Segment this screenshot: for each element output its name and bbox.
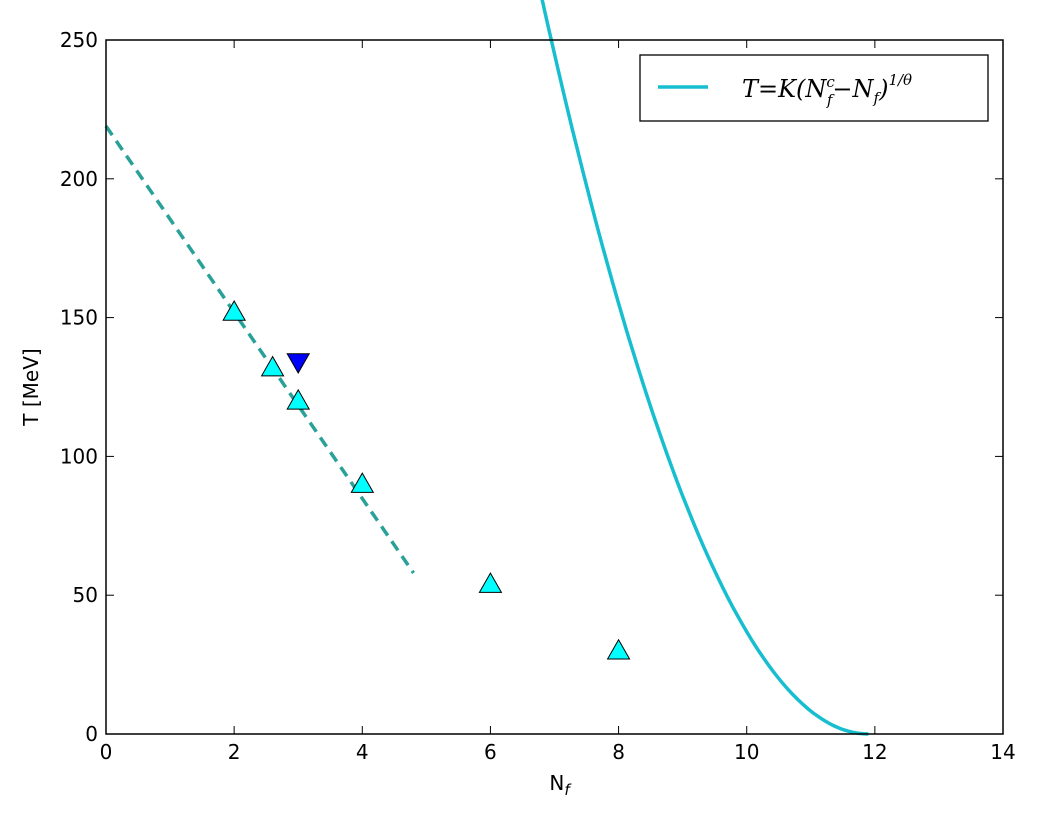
legend-label-mid: −N <box>832 75 874 103</box>
x-axis-label-sub: f <box>564 781 572 799</box>
data-point-triangle-up <box>286 388 311 410</box>
x-tick-label: 12 <box>862 740 887 764</box>
x-axis-label: Nf <box>549 771 572 799</box>
x-tick-label: 2 <box>228 740 241 764</box>
y-axis-label: T [MeV] <box>19 348 43 426</box>
legend-box <box>639 54 989 122</box>
x-axis-label-main: N <box>549 771 564 795</box>
y-tick-label: 100 <box>60 444 98 468</box>
y-tick-label: 0 <box>85 722 98 746</box>
legend-label-sup: c <box>826 73 835 91</box>
legend-label-main: T=K(N <box>742 75 827 103</box>
data-point-triangle-up <box>478 572 503 593</box>
x-tick-label: 8 <box>612 740 625 764</box>
legend-label: T=K(Nc f−Nf)1/θ <box>742 71 912 109</box>
data-point-triangle-up <box>606 638 631 660</box>
data-point-triangle-up <box>260 355 285 377</box>
legend-label-close: ) <box>878 75 888 103</box>
x-tick-label: 0 <box>100 740 113 764</box>
y-tick-label: 200 <box>60 167 98 191</box>
y-tick-label: 150 <box>60 306 98 330</box>
y-tick-label: 250 <box>60 28 98 52</box>
dashed-fit-line <box>104 125 415 574</box>
y-tick-label: 50 <box>73 583 98 607</box>
legend-label-sub: f <box>826 91 835 109</box>
x-tick-label: 14 <box>990 740 1015 764</box>
data-point-triangle-down <box>286 353 311 375</box>
ticks-layer: 0 2 4 6 8 10 12 14 0 50 100 150 200 250 <box>60 28 1016 764</box>
axes-frame <box>105 39 1004 735</box>
data-point-triangle-up <box>350 472 375 493</box>
x-tick-label: 4 <box>356 740 369 764</box>
legend: T=K(Nc f−Nf)1/θ <box>639 54 989 122</box>
legend-label-exp: 1/θ <box>888 71 912 89</box>
plot-layer <box>104 0 869 736</box>
data-point-triangle-up <box>222 300 247 321</box>
legend-label-sub2: f <box>873 89 882 107</box>
x-tick-label: 10 <box>734 740 759 764</box>
fit-curve-line <box>540 0 869 736</box>
x-tick-label: 6 <box>484 740 497 764</box>
